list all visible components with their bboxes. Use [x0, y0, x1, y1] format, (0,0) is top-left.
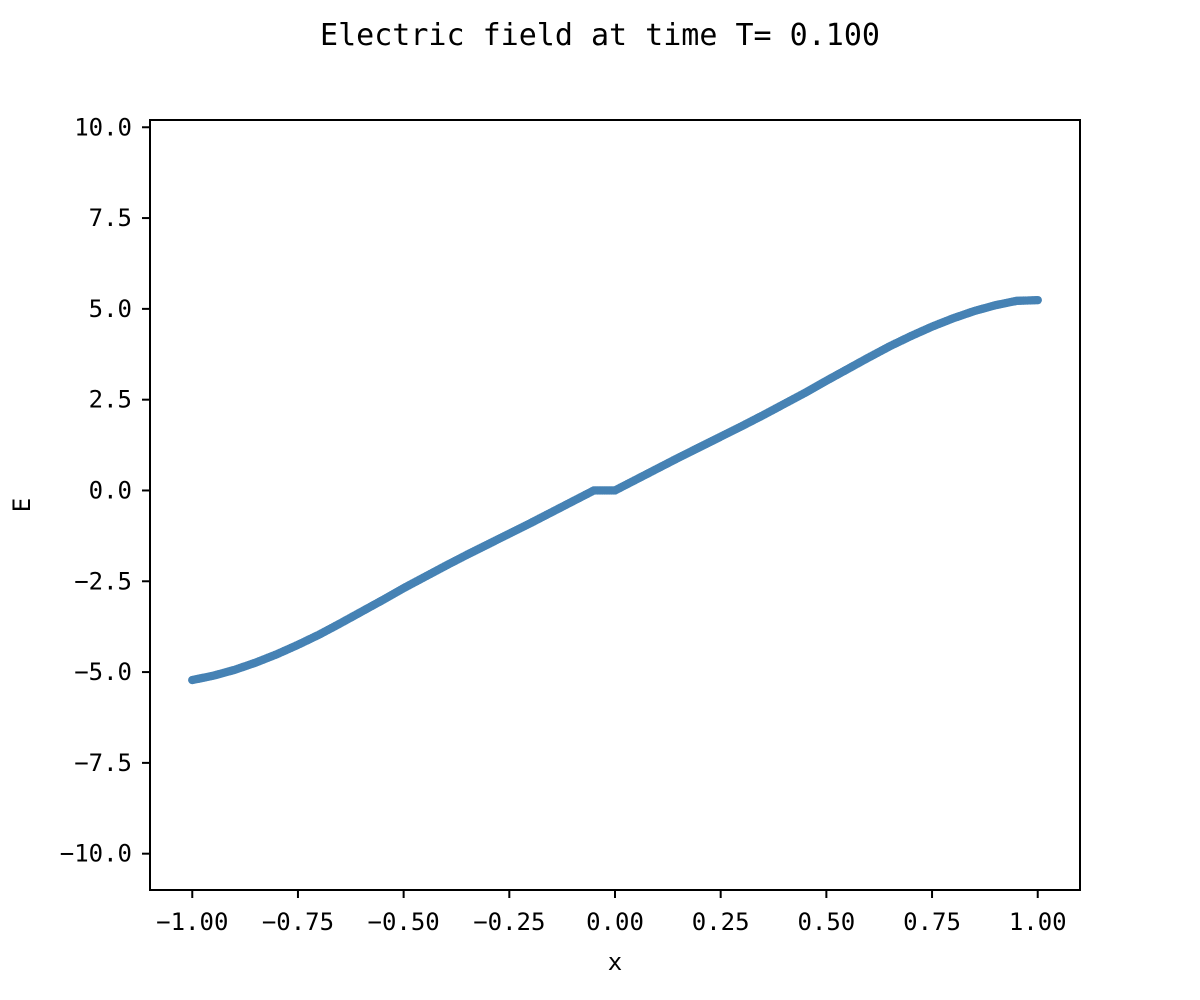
- y-tick-label: −2.5: [74, 567, 132, 595]
- x-tick-label: 1.00: [1009, 908, 1067, 936]
- chart-title: Electric field at time T= 0.100: [320, 18, 880, 53]
- plot-frame: [149, 119, 1081, 891]
- y-tick-label: 10.0: [74, 113, 132, 141]
- x-tick-label: 0.00: [586, 908, 644, 936]
- y-tick-label: −7.5: [74, 749, 132, 777]
- data-point: [1033, 295, 1042, 305]
- x-tick-label: 0.75: [903, 908, 961, 936]
- x-axis: −1.00 −0.75 −0.50 −0.25 0.00 0.25 0.50 0.75 1.00: [156, 890, 1067, 936]
- x-tick-label: −0.25: [473, 908, 545, 936]
- y-tick-label: 2.5: [89, 386, 132, 414]
- x-tick-label: 0.50: [797, 908, 855, 936]
- y-tick-label: 5.0: [89, 295, 132, 323]
- y-tick-label: −10.0: [60, 840, 132, 868]
- y-tick-label: −5.0: [74, 658, 132, 686]
- x-tick-label: −0.75: [262, 908, 334, 936]
- x-tick-label: 0.25: [692, 908, 750, 936]
- y-axis-label: E: [8, 498, 36, 512]
- plot-area: [188, 295, 1042, 685]
- x-tick-label: −1.00: [156, 908, 228, 936]
- x-tick-label: −0.50: [368, 908, 440, 936]
- y-tick-label: 7.5: [89, 204, 132, 232]
- y-tick-label: 0.0: [89, 476, 132, 504]
- y-axis: 10.0 7.5 5.0 2.5 0.0 −2.5 −5.0 −7.5 −10.0: [60, 113, 150, 868]
- x-axis-label: x: [608, 948, 622, 976]
